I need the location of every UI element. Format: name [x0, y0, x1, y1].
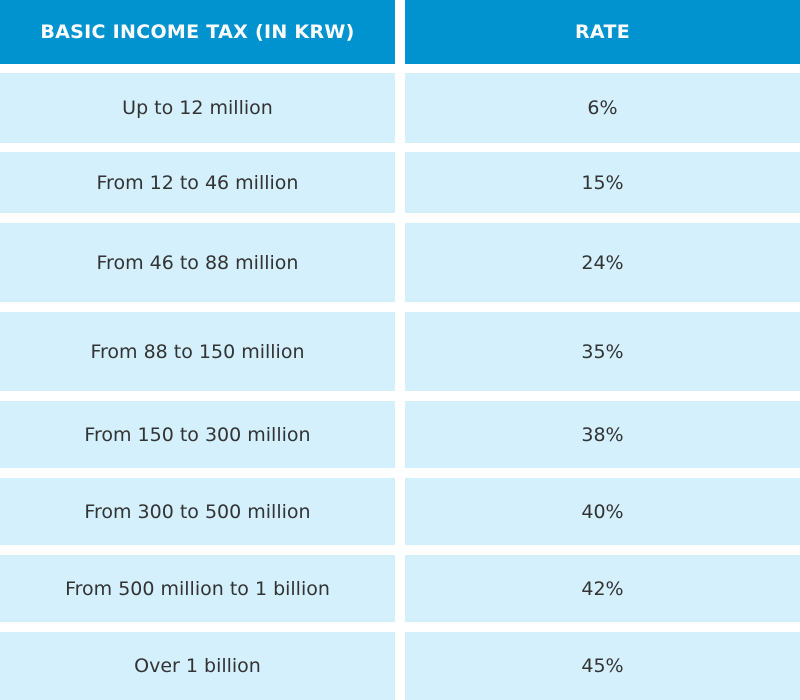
rate-cell: 6%	[405, 73, 800, 143]
rate-cell: 24%	[405, 223, 800, 302]
rate-cell: 15%	[405, 152, 800, 213]
bracket-cell: From 88 to 150 million	[0, 312, 395, 391]
header-rate: RATE	[405, 0, 800, 64]
rate-cell: 42%	[405, 555, 800, 622]
bracket-cell: Over 1 billion	[0, 632, 395, 700]
rate-cell: 45%	[405, 632, 800, 700]
bracket-cell: From 300 to 500 million	[0, 478, 395, 545]
bracket-cell: From 12 to 46 million	[0, 152, 395, 213]
rate-cell: 38%	[405, 401, 800, 468]
bracket-cell: Up to 12 million	[0, 73, 395, 143]
rate-cell: 35%	[405, 312, 800, 391]
bracket-cell: From 150 to 300 million	[0, 401, 395, 468]
bracket-cell: From 500 million to 1 billion	[0, 555, 395, 622]
header-income-bracket: BASIC INCOME TAX (IN KRW)	[0, 0, 395, 64]
bracket-cell: From 46 to 88 million	[0, 223, 395, 302]
rate-cell: 40%	[405, 478, 800, 545]
